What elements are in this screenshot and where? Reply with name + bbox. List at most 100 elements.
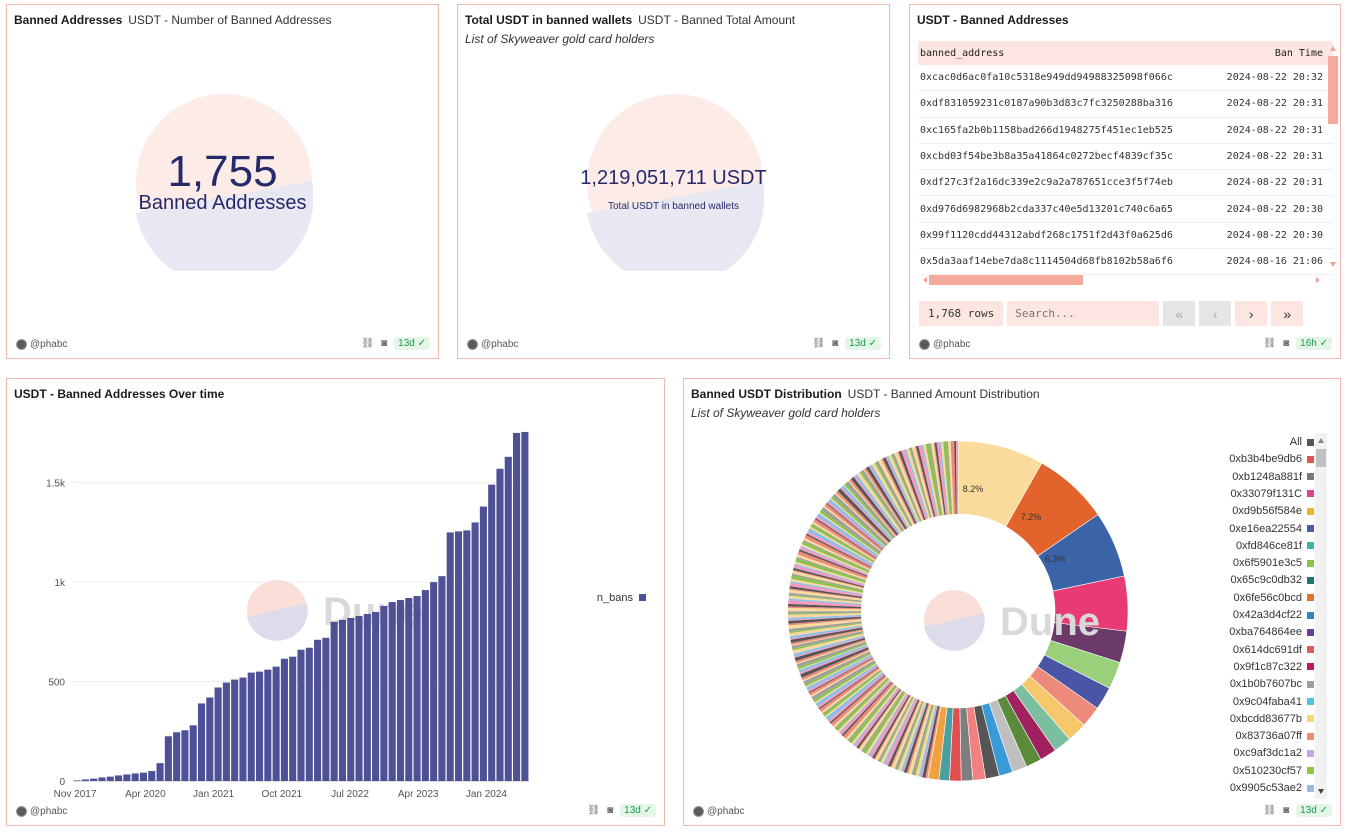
pie-slice[interactable]	[875, 460, 913, 527]
bar[interactable]	[479, 506, 487, 781]
pie-slice[interactable]	[807, 528, 874, 566]
pie-slice[interactable]	[834, 677, 889, 729]
bar[interactable]	[106, 776, 114, 781]
legend-item[interactable]: 0x42a3d4cf22	[1233, 609, 1314, 621]
pie-slice[interactable]	[853, 475, 900, 535]
pie-slice[interactable]	[844, 483, 895, 539]
pie-slice[interactable]	[795, 639, 866, 664]
pie-slice[interactable]	[790, 627, 863, 643]
pie-slice[interactable]	[835, 490, 890, 544]
pie-slice[interactable]	[850, 476, 899, 536]
pie-slice[interactable]	[869, 464, 909, 529]
pie-slice[interactable]	[791, 629, 863, 645]
camera-icon[interactable]: ◙	[1283, 805, 1290, 816]
pie-slice[interactable]	[885, 456, 918, 524]
pie-slice[interactable]	[801, 541, 870, 573]
bar[interactable]	[280, 658, 288, 781]
pie-slice[interactable]	[799, 546, 869, 576]
legend-item[interactable]: 0xb1248a881f	[1232, 471, 1314, 483]
pie-slice[interactable]	[794, 563, 865, 585]
pie-slice[interactable]	[791, 630, 864, 649]
pie-slice[interactable]	[788, 611, 862, 614]
pie-slice[interactable]	[862, 691, 906, 754]
pie-slice[interactable]	[788, 598, 862, 605]
pie-slice[interactable]	[793, 564, 865, 587]
pie-slice[interactable]	[875, 695, 913, 761]
table-row[interactable]: 0xcbd03f54be3b8a35a41864c0272becf4839cf3…	[918, 144, 1333, 171]
pie-slice[interactable]	[790, 626, 863, 640]
legend-item[interactable]: 0x83736a07ff	[1236, 730, 1314, 742]
pie-slice[interactable]	[799, 646, 869, 675]
pie-slice[interactable]	[788, 612, 862, 615]
pie-slice[interactable]	[864, 468, 906, 531]
author-link[interactable]: @phabc	[16, 806, 67, 817]
bar[interactable]	[156, 763, 164, 781]
pie-slice[interactable]	[789, 625, 863, 639]
pie-slice[interactable]	[813, 519, 877, 560]
legend-item[interactable]: 0xbcdd83677b	[1230, 713, 1314, 725]
pie-slice[interactable]	[830, 497, 886, 548]
pie-slice[interactable]	[819, 667, 880, 712]
bar[interactable]	[521, 431, 529, 781]
table-row[interactable]: 0xc165fa2b0b1158bad266d1948275f451ec1eb5…	[918, 118, 1333, 144]
table-row[interactable]: 0xd976d6982968b2cda337c40e5d13201c740c6a…	[918, 196, 1333, 223]
pie-slice[interactable]	[811, 660, 876, 701]
pie-slice[interactable]	[788, 616, 862, 624]
pie-slice[interactable]	[845, 683, 895, 741]
pie-slice[interactable]	[809, 526, 874, 564]
bar[interactable]	[264, 669, 272, 781]
pie-slice[interactable]	[813, 661, 877, 703]
pie-slice[interactable]	[920, 705, 938, 778]
pie-slice[interactable]	[803, 651, 871, 685]
table-horizontal-scrollbar[interactable]	[919, 273, 1324, 287]
pie-slice[interactable]	[902, 702, 928, 773]
pie-slice[interactable]	[940, 441, 950, 515]
pie-slice[interactable]	[871, 462, 911, 528]
pie-slice[interactable]	[810, 524, 875, 563]
pie-slice[interactable]	[914, 446, 935, 518]
refresh-age-badge[interactable]: 13d ✓	[845, 337, 881, 350]
pie-slice[interactable]	[817, 665, 879, 709]
pie-slice[interactable]	[858, 689, 902, 750]
pie-slice[interactable]	[811, 523, 875, 562]
pie-slice[interactable]	[788, 589, 862, 601]
pie-slice[interactable]	[879, 697, 914, 763]
pie-slice[interactable]	[794, 636, 865, 658]
refresh-age-badge[interactable]: 13d ✓	[620, 804, 656, 817]
legend-item[interactable]: 0x6fe56c0bcd	[1234, 592, 1314, 604]
legend-item[interactable]: 0xfd846ce81f	[1236, 540, 1314, 552]
bar[interactable]	[388, 602, 396, 781]
legend-item[interactable]: 0x9c04faba41	[1233, 696, 1314, 708]
pie-slice[interactable]	[955, 441, 958, 515]
prev-page-button[interactable]: ‹	[1199, 301, 1232, 326]
pie-slice[interactable]	[892, 453, 922, 522]
pie-slice[interactable]	[790, 581, 863, 595]
pie-slice[interactable]	[788, 592, 862, 602]
pie-slice[interactable]	[911, 704, 933, 776]
pie-slice[interactable]	[798, 549, 868, 577]
next-page-button[interactable]: ›	[1235, 301, 1268, 326]
camera-icon[interactable]: ◙	[1283, 338, 1290, 349]
refresh-age-badge[interactable]: 16h ✓	[1296, 337, 1332, 350]
column-header-banned-address[interactable]: banned_address	[920, 47, 1005, 59]
pie-slice[interactable]	[789, 582, 863, 597]
bar[interactable]	[330, 621, 338, 781]
camera-icon[interactable]: ◙	[832, 338, 839, 349]
pie-slice[interactable]	[803, 537, 871, 571]
pie-slice[interactable]	[845, 481, 896, 539]
pie-slice[interactable]	[891, 700, 922, 769]
table-row[interactable]: 0x5da3aaf14ebe7da8c1114504d68fb8102b58a6…	[918, 249, 1333, 276]
pie-slice[interactable]	[796, 554, 867, 581]
pie-slice[interactable]	[896, 701, 924, 771]
legend-label[interactable]: n_bans	[597, 592, 634, 604]
bar[interactable]	[90, 778, 98, 781]
bar[interactable]	[421, 590, 429, 781]
pie-slice[interactable]	[801, 649, 870, 681]
pie-slice[interactable]	[830, 675, 887, 727]
pie-slice[interactable]	[821, 507, 882, 554]
bar[interactable]	[164, 736, 172, 781]
pie-slice[interactable]	[929, 443, 943, 516]
pie-slice[interactable]	[911, 446, 934, 518]
pie-slice[interactable]	[851, 686, 899, 745]
pie-slice[interactable]	[877, 696, 914, 762]
